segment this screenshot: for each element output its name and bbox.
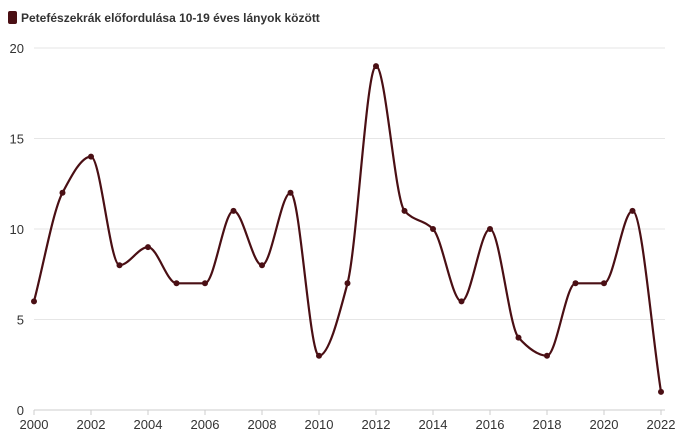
y-axis-ticks: 0 5 10 15 20 [10, 41, 24, 418]
x-tick-label-2002: 2002 [77, 417, 106, 432]
data-point-2007[interactable] [230, 207, 237, 214]
x-tick-label-2014: 2014 [419, 417, 448, 432]
gridlines [34, 47, 665, 320]
x-tick-label-2008: 2008 [248, 417, 277, 432]
data-point-2022[interactable] [658, 388, 664, 395]
x-tick-label-2018: 2018 [533, 417, 562, 432]
data-point-2015[interactable] [458, 298, 465, 305]
data-point-2017[interactable] [515, 334, 522, 341]
y-tick-label-0: 0 [17, 403, 24, 418]
data-point-2012[interactable] [373, 63, 379, 70]
data-points [31, 63, 664, 395]
x-tick-label-2010: 2010 [305, 417, 334, 432]
series-line [32, 64, 663, 393]
data-point-2019[interactable] [572, 280, 579, 287]
legend-swatch [8, 11, 17, 24]
y-tick-label-10: 10 [10, 222, 24, 237]
data-point-2016[interactable] [487, 226, 493, 232]
x-tick-label-2000: 2000 [20, 417, 49, 432]
data-point-2005[interactable] [173, 280, 180, 287]
x-tick-label-2022: 2022 [647, 417, 676, 432]
x-tick-label-2006: 2006 [191, 417, 220, 432]
x-tick-label-2004: 2004 [134, 417, 163, 432]
y-tick-label-5: 5 [17, 313, 24, 328]
data-point-2002[interactable] [88, 153, 94, 160]
y-tick-label-15: 15 [10, 132, 24, 147]
data-point-2001[interactable] [59, 189, 66, 196]
data-point-2018[interactable] [544, 352, 550, 359]
legend[interactable]: Petefészekrák előfordulása 10-19 éves lá… [8, 11, 320, 25]
data-point-2004[interactable] [145, 244, 151, 251]
data-point-2013[interactable] [401, 207, 408, 214]
data-point-2011[interactable] [344, 280, 351, 287]
data-point-2020[interactable] [601, 280, 607, 287]
x-tick-label-2012: 2012 [362, 417, 391, 432]
data-point-2003[interactable] [116, 262, 123, 269]
data-point-2021[interactable] [629, 207, 636, 214]
data-point-2009[interactable] [287, 189, 294, 196]
legend-label: Petefészekrák előfordulása 10-19 éves lá… [21, 11, 320, 25]
data-point-2000[interactable] [31, 298, 37, 305]
x-axis-ticks: 2000 2002 2004 2006 2008 2010 2012 2014 2016 2018… [20, 410, 676, 432]
data-point-2010[interactable] [316, 352, 322, 359]
y-tick-label-20: 20 [10, 41, 24, 56]
x-tick-label-2020: 2020 [590, 417, 619, 432]
x-tick-label-2016: 2016 [476, 417, 505, 432]
data-point-2008[interactable] [259, 262, 265, 269]
data-point-2006[interactable] [202, 280, 208, 287]
data-point-2014[interactable] [430, 226, 436, 232]
